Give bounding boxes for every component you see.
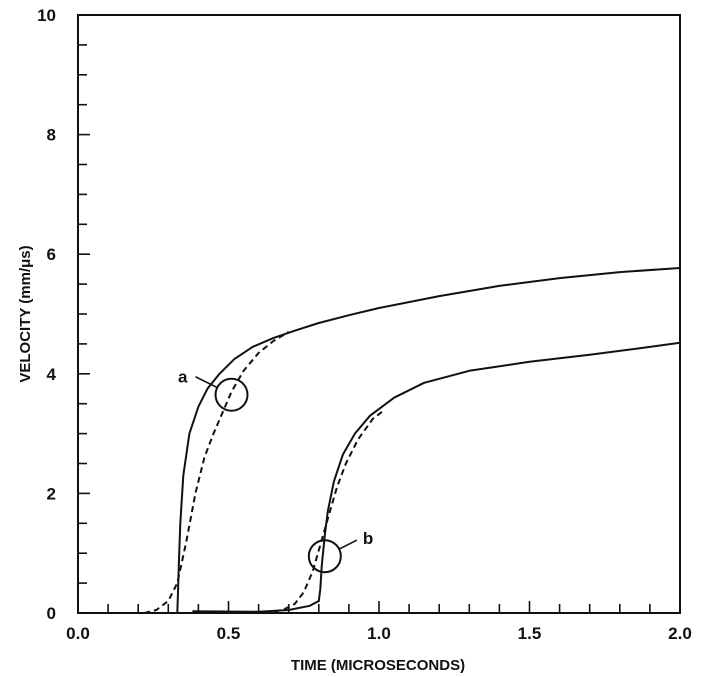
y-tick-label: 10: [37, 6, 56, 25]
annotation-leader-b: [338, 539, 358, 550]
x-axis-label: TIME (MICROSECONDS): [291, 657, 465, 674]
series-line-4-dashed: [264, 408, 386, 614]
x-tick-label: 0.5: [217, 624, 241, 643]
annotation-circle-b: [307, 539, 342, 574]
series-line-1-solid: [176, 267, 681, 614]
plot-frame: [77, 14, 681, 614]
x-tick-label: 0.0: [66, 624, 90, 643]
y-tick-label: 0: [47, 604, 56, 623]
annotation-leader-a: [195, 376, 218, 389]
y-tick-label: 4: [47, 365, 57, 384]
annotation-circle-a: [214, 377, 249, 412]
annotation-label-b: b: [363, 529, 373, 548]
x-tick-label: 1.0: [367, 624, 391, 643]
series-line-2-dashed: [143, 331, 290, 614]
series-line-3-solid: [192, 341, 681, 613]
y-tick-label: 6: [47, 245, 56, 264]
y-tick-label: 8: [47, 126, 56, 145]
y-axis-label: VELOCITY (mm/μs): [17, 245, 34, 382]
x-tick-label: 2.0: [668, 624, 692, 643]
x-tick-label: 1.5: [518, 624, 542, 643]
annotation-label-a: a: [178, 368, 188, 387]
y-tick-label: 2: [47, 484, 56, 503]
